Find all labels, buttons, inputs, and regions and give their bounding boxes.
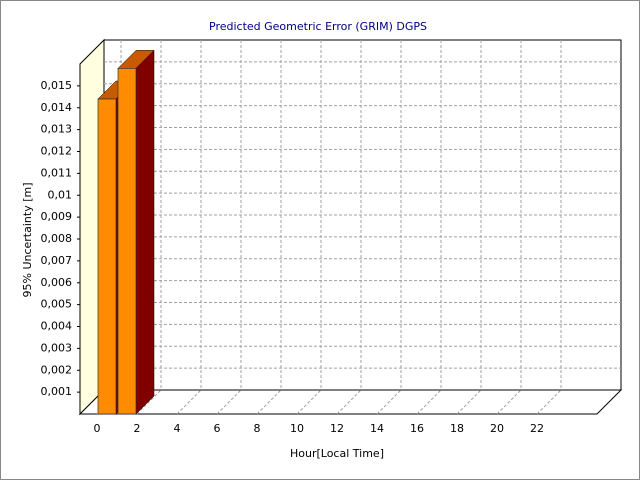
y-tick-label: 0,012 [41,145,73,158]
y-tick-label: 0,001 [41,385,73,398]
y-tick-label: 0,01 [48,188,73,201]
y-tick-label: 0,003 [41,341,73,354]
x-tick-label: 22 [530,422,544,435]
y-tick-label: 0,008 [41,232,73,245]
grid-line [296,389,322,415]
grid-line [456,389,482,415]
y-tick-label: 0,004 [41,320,73,333]
grid-line [176,389,202,415]
bar [97,98,117,415]
y-tick-label: 0,007 [41,254,73,267]
floor [78,389,623,415]
x-tick-label: 0 [94,422,101,435]
y-tick-label: 0,011 [41,166,73,179]
x-tick-label: 18 [450,422,464,435]
x-tick-label: 6 [214,422,221,435]
grid-line [416,389,442,415]
x-tick-label: 4 [174,422,181,435]
y-tick-label: 0,015 [41,79,73,92]
grid-line [136,389,162,415]
x-tick-label: 2 [134,422,141,435]
grid-line [336,389,362,415]
x-axis-label: Hour[Local Time] [290,447,384,460]
x-tick-label: 10 [290,422,304,435]
y-tick-label: 0,005 [41,298,73,311]
x-tick-label: 8 [254,422,261,435]
y-tick-label: 0,014 [41,101,73,114]
x-tick-label: 16 [410,422,424,435]
y-tick-label: 0,002 [41,363,73,376]
x-tick-label: 12 [330,422,344,435]
bar-side [135,49,155,415]
bar [117,68,137,415]
chart-title: Predicted Geometric Error (GRIM) DGPS [209,20,427,33]
y-axis-label: 95% Uncertainty [m] [21,182,34,297]
grid-line [496,389,522,415]
y-tick-label: 0,013 [41,123,73,136]
grid-line [536,389,562,415]
y-tick-label: 0,009 [41,210,73,223]
y-tick-label: 0,006 [41,276,73,289]
grid-line [376,389,402,415]
x-tick-label: 20 [490,422,504,435]
grid-line [216,389,242,415]
grid-line [256,389,282,415]
x-tick-label: 14 [370,422,384,435]
